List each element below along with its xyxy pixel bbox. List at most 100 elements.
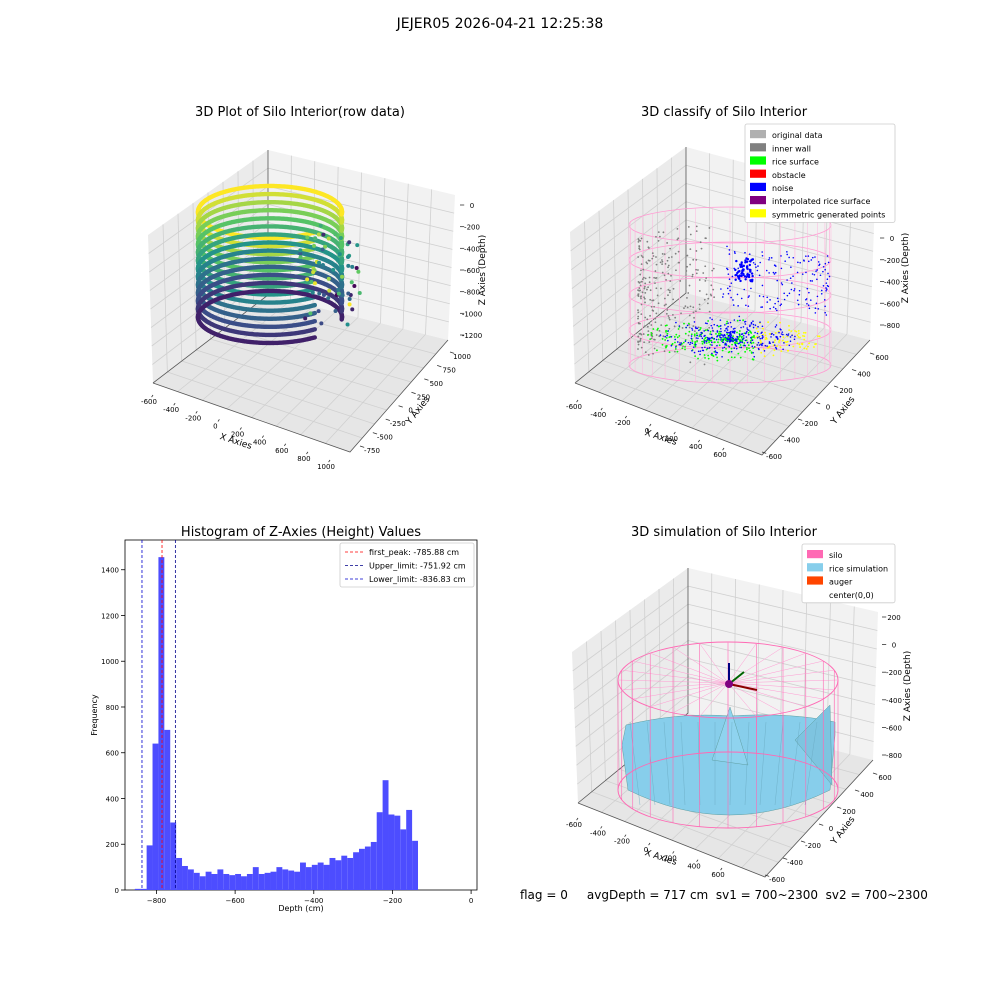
inner-wall-point <box>692 325 695 328</box>
surface-point <box>778 341 780 343</box>
grid-line <box>275 322 381 427</box>
inner-wall-point <box>705 277 708 279</box>
inner-wall-point <box>667 266 669 269</box>
inner-wall-point <box>702 272 705 274</box>
y-tick-label: -400 <box>784 437 800 445</box>
grid-line <box>253 305 436 355</box>
surface-point <box>738 330 741 332</box>
data-point <box>331 267 336 272</box>
surface-point <box>803 338 806 341</box>
surface-point <box>760 351 763 354</box>
surface-point <box>785 344 788 346</box>
data-point <box>339 317 344 322</box>
inner-wall-point <box>657 239 660 242</box>
surface-point <box>754 336 757 339</box>
surface-point <box>752 336 755 338</box>
inner-wall-point <box>685 270 688 272</box>
inner-wall-point <box>678 261 681 264</box>
data-point <box>313 236 318 241</box>
inner-wall-point <box>666 242 669 244</box>
inner-wall-point <box>640 313 643 316</box>
inner-wall-point <box>670 274 672 277</box>
surface-point <box>739 344 742 346</box>
inner-wall-point <box>708 326 711 329</box>
inner-wall-point <box>637 343 640 346</box>
surface-point <box>727 359 730 361</box>
x-tick-label: -200 <box>615 419 631 427</box>
inner-wall-point <box>668 318 671 321</box>
z-tick-label: -400 <box>884 279 900 287</box>
surface-point <box>668 336 671 339</box>
surface-point <box>675 333 678 336</box>
grid-line <box>425 189 433 335</box>
data-point <box>310 290 315 295</box>
inner-wall-point <box>653 305 656 308</box>
inner-wall-point <box>695 250 698 252</box>
inner-wall-point <box>688 314 691 317</box>
inner-wall-point <box>637 315 640 318</box>
inner-wall-point <box>640 269 642 272</box>
data-point <box>317 291 322 296</box>
surface-point <box>664 339 667 341</box>
grid-line <box>224 327 412 383</box>
inner-wall-point <box>655 312 658 315</box>
data-point <box>336 287 341 292</box>
surface-point <box>683 322 685 325</box>
inner-wall-point <box>703 363 706 366</box>
z-tick-label: -800 <box>464 289 480 297</box>
inner-wall-point <box>698 308 701 311</box>
inner-wall-point <box>709 293 712 296</box>
data-point <box>298 248 303 253</box>
inner-wall-point <box>647 354 650 356</box>
data-point <box>346 254 351 259</box>
x-tick-label: -200 <box>185 414 201 422</box>
inner-wall-point <box>688 284 691 287</box>
data-point <box>312 281 317 286</box>
inner-wall-point <box>640 254 643 257</box>
inner-wall-point <box>677 250 680 253</box>
z-axis-label: Z Axies (Depth) <box>478 235 488 306</box>
y-tick <box>398 405 403 408</box>
inner-wall-point <box>668 256 670 259</box>
inner-wall-point <box>650 324 653 326</box>
surface-point <box>682 341 685 344</box>
inner-wall-point <box>648 341 651 343</box>
surface-point <box>699 327 702 329</box>
surface-point <box>752 341 755 344</box>
inner-wall-point <box>637 311 640 314</box>
data-point <box>321 292 326 297</box>
data-point <box>339 244 344 249</box>
inner-wall-point <box>637 341 640 343</box>
surface-point <box>701 340 704 343</box>
surface-point <box>802 334 804 337</box>
inner-wall-point <box>671 314 674 316</box>
inner-wall-point <box>644 282 647 285</box>
x-tick <box>649 423 652 427</box>
inner-wall-point <box>704 265 707 268</box>
inner-wall-point <box>695 268 698 271</box>
inner-wall-point <box>638 245 641 247</box>
inner-wall-point <box>638 287 641 290</box>
inner-wall-point <box>707 297 710 300</box>
y-axis-label: Y Axies <box>829 395 858 428</box>
inner-wall-point <box>646 325 649 328</box>
data-point <box>340 293 345 298</box>
surface-point <box>684 332 687 335</box>
x-tick <box>697 439 700 443</box>
inner-wall-point <box>649 289 652 292</box>
data-point <box>309 279 314 284</box>
grid-line <box>148 167 269 254</box>
surface-point <box>764 334 767 337</box>
inner-wall-point <box>665 278 667 281</box>
inner-wall-point <box>650 305 653 308</box>
x-axis-label: X Axies <box>643 428 678 448</box>
surface-point <box>721 349 724 352</box>
data-point <box>354 266 359 271</box>
inner-wall-point <box>708 310 711 313</box>
y-tick-label: -250 <box>390 420 406 428</box>
z-axis-label: Z Axies (Depth) <box>901 233 911 304</box>
z-tick-label: -1200 <box>462 332 482 340</box>
x-tick <box>239 427 242 430</box>
inner-wall-point <box>659 261 662 264</box>
data-point <box>347 240 352 245</box>
